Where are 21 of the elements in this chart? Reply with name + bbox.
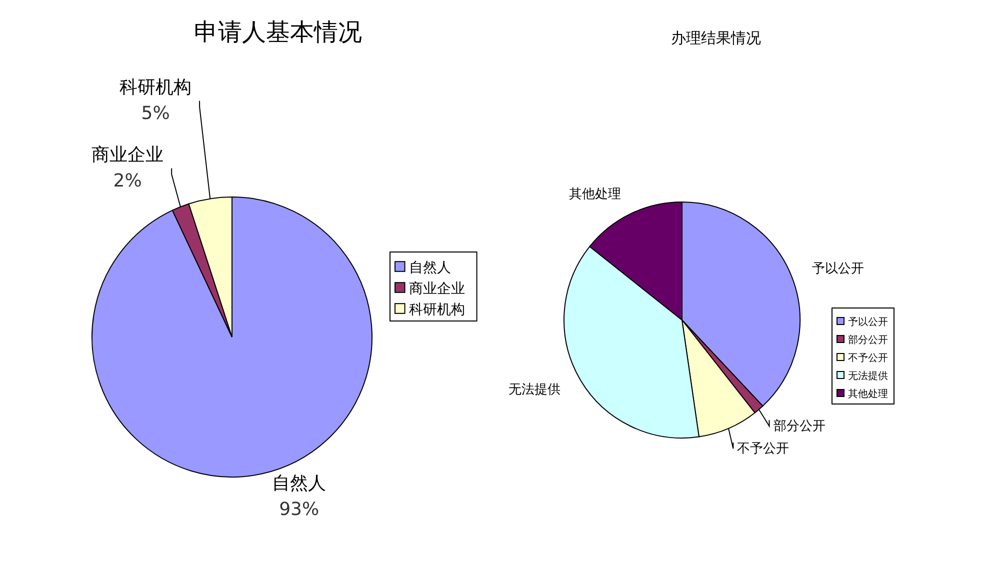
legend-label: 其他处理: [848, 388, 888, 400]
legend-label: 商业企业: [409, 280, 466, 297]
legend-label: 无法提供: [848, 370, 888, 382]
slice-label: 部分公开: [773, 419, 826, 434]
slice-label: 无法提供: [508, 382, 561, 398]
chart-title: 申请人基本情况: [194, 18, 362, 46]
legend-label: 不予公开: [848, 352, 888, 364]
slice-label: 不予公开: [737, 442, 790, 457]
slice-label: 科研机构: [120, 76, 192, 98]
legend-label: 科研机构: [409, 302, 466, 318]
chart-title: 办理结果情况: [671, 29, 761, 47]
slice-label: 商业企业: [92, 144, 164, 166]
slice-label: 自然人: [272, 472, 326, 494]
data-label: 93%: [279, 498, 320, 520]
legend-label: 部分公开: [848, 334, 888, 346]
slice-label: 予以公开: [812, 261, 864, 276]
legend-label: 自然人: [409, 260, 452, 276]
legend-label: 予以公开: [848, 316, 888, 328]
slice-label: 其他处理: [569, 186, 622, 202]
data-label: 5%: [141, 102, 170, 124]
data-label: 2%: [113, 170, 142, 192]
